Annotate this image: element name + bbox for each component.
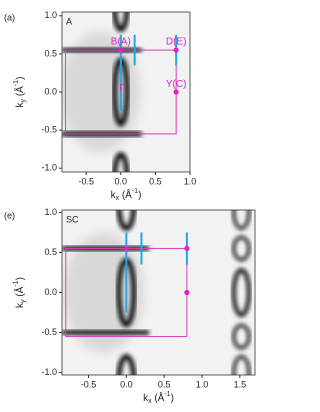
axis-label-part: y [20,299,27,303]
x-tick-label: 0.5 [149,176,162,186]
intensity-feature [116,354,137,375]
axis-label-part: ) [171,393,174,404]
annotation: B(A) [111,36,131,47]
y-tick-label: 0.5 [44,247,57,257]
y-tick-label: -1.0 [41,367,57,377]
x-tick-label: 1.0 [196,379,209,389]
panel-title: SC [66,214,79,224]
axis-label-part: (Å [119,188,132,201]
intensity-feature [112,151,130,172]
y-tick-label: 0.0 [44,86,57,96]
axis-label-part: -1 [164,391,170,398]
y-tick-label: -1.0 [41,163,57,173]
intensity-map [62,210,255,375]
annotation: Y(C) [166,79,187,90]
y-tick-label: -0.5 [41,124,57,134]
axis-label: kx (Å-1) [111,188,142,202]
axis-label-part: k [143,393,149,404]
x-tick-label: -0.5 [78,176,94,186]
axis-label-part: (Å [152,391,165,404]
panel-label: (a) [4,12,15,22]
axis-label-part: -1 [13,280,20,286]
k-point [123,245,129,252]
k-point [184,245,190,252]
x-tick-label: 1.0 [184,176,197,186]
panel: -0.5 0.0 0.5 1.0-1.0-0.50.00.51.0kx (Å-1)ky… [4,10,197,202]
intensity-feature [232,235,251,262]
axis-label-part: k [15,101,26,107]
axis-label-part: (Å [13,286,26,299]
axis-label: ky (Å-1) [13,277,27,308]
intensity-map [62,12,190,172]
k-point [173,89,179,95]
intensity-feature [231,268,251,317]
axis-label-part: ) [138,190,141,201]
k-point [184,289,190,296]
y-tick-label: 0.5 [44,48,57,58]
y-tick-label: -0.5 [41,327,57,337]
intensity-feature [116,210,137,231]
intensity-feature [232,355,251,375]
k-point [173,47,179,53]
x-tick-label: 1.5 [234,379,247,389]
axis-label: kx (Å-1) [143,391,174,405]
axis-label-part: ) [15,277,26,280]
axis-label-part: ) [15,77,26,80]
axis-label-part: k [111,190,117,201]
k-point [118,47,124,53]
intensity-feature [232,210,251,230]
annotation: D(E) [166,36,187,47]
x-tick-label: 0.5 [158,379,171,389]
y-tick-label: 1.0 [44,10,57,20]
axis-label-part: x [116,195,120,202]
axis-label-part: k [15,302,26,308]
axis-label: ky (Å-1) [13,77,27,108]
panel-title: A [66,16,72,26]
x-tick-label: 0.0 [115,176,128,186]
axis-label-part: y [20,98,27,102]
axis-label-part: (Å [13,86,26,99]
intensity-feature [232,323,251,350]
intensity-feature [62,330,150,335]
panel-label: (e) [4,210,15,220]
x-tick-label: -0.5 [81,379,97,389]
panel: -0.5 0.0 0.5 1.0 1.5-1.0-0.50.00.51.0kx (Å-1… [4,207,256,405]
y-tick-label: 0.0 [44,287,57,297]
axis-label-part: x [148,398,152,405]
annotation: Γ [119,83,125,94]
axis-label-part: -1 [13,80,20,86]
y-tick-label: 1.0 [44,207,57,217]
intensity-feature [112,12,130,33]
figure: -0.5 0.0 0.5 1.0-1.0-0.50.00.51.0kx (Å-1)ky… [4,10,256,405]
axis-label-part: -1 [132,188,138,195]
x-tick-label: 0.0 [120,379,133,389]
